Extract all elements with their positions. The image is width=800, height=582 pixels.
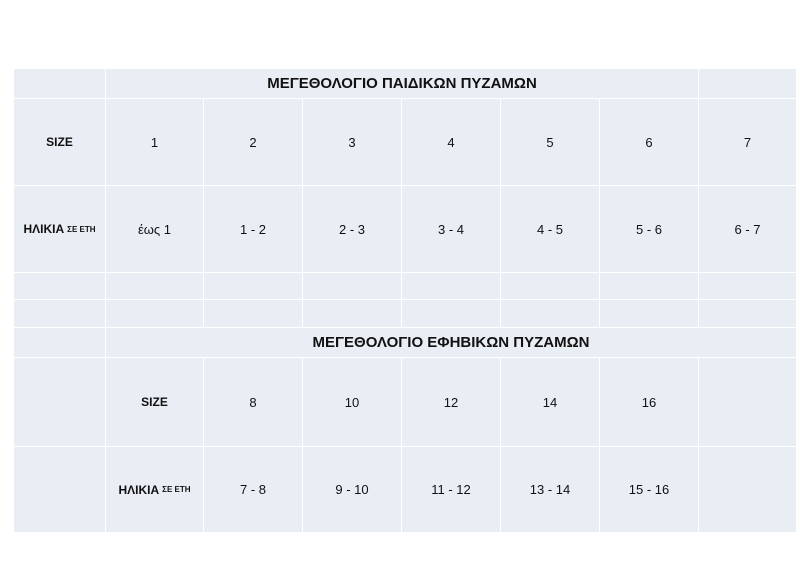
kids-age-label: ΗΛΙΚΙΑ ΣΕ ΕΤΗ (14, 186, 105, 272)
empty-cell (699, 447, 796, 532)
kids-size-cell: 3 (303, 99, 401, 185)
teens-size-cell: 16 (600, 358, 698, 446)
age-label-text: ΗΛΙΚΙΑ (118, 482, 160, 497)
kids-title: ΜΕΓΕΘΟΛΟΓΙΟ ΠΑΙΔΙΚΩΝ ΠΥΖΑΜΩΝ (106, 69, 698, 98)
kids-size-cell: 5 (501, 99, 599, 185)
empty-cell (402, 273, 500, 299)
kids-age-cell: 4 - 5 (501, 186, 599, 272)
empty-cell (303, 273, 401, 299)
kids-size-cell: 4 (402, 99, 500, 185)
teens-title: ΜΕΓΕΘΟΛΟΓΙΟ ΕΦΗΒΙΚΩΝ ΠΥΖΑΜΩΝ (106, 328, 796, 357)
empty-cell (699, 69, 796, 98)
teens-age-cell: 7 - 8 (204, 447, 302, 532)
empty-cell (699, 300, 796, 327)
teens-age-cell: 13 - 14 (501, 447, 599, 532)
kids-age-cell: 3 - 4 (402, 186, 500, 272)
kids-size-cell: 1 (106, 99, 203, 185)
teens-age-cell: 9 - 10 (303, 447, 401, 532)
age-unit-text: ΣΕ ΕΤΗ (67, 224, 96, 234)
empty-cell (402, 300, 500, 327)
empty-cell (204, 300, 302, 327)
teens-size-cell: 12 (402, 358, 500, 446)
teens-size-cell: 8 (204, 358, 302, 446)
kids-age-cell: 5 - 6 (600, 186, 698, 272)
kids-size-cell: 7 (699, 99, 796, 185)
empty-cell (14, 69, 105, 98)
empty-cell (106, 273, 203, 299)
kids-age-cell: 1 - 2 (204, 186, 302, 272)
age-unit-text: ΣΕ ΕΤΗ (162, 485, 191, 494)
empty-cell (14, 447, 105, 532)
size-chart-table: ΜΕΓΕΘΟΛΟΓΙΟ ΠΑΙΔΙΚΩΝ ΠΥΖΑΜΩΝ SIZE ΗΛΙΚΙΑ… (14, 69, 796, 532)
kids-age-cell: έως 1 (106, 186, 203, 272)
empty-cell (699, 358, 796, 446)
empty-cell (699, 273, 796, 299)
teens-age-cell: 11 - 12 (402, 447, 500, 532)
empty-cell (501, 300, 599, 327)
empty-cell (14, 273, 105, 299)
kids-size-cell: 2 (204, 99, 302, 185)
empty-cell (600, 300, 698, 327)
age-label-text: ΗΛΙΚΙΑ (23, 222, 65, 236)
empty-cell (600, 273, 698, 299)
empty-cell (14, 300, 105, 327)
teens-size-cell: 14 (501, 358, 599, 446)
teens-age-cell: 15 - 16 (600, 447, 698, 532)
teens-age-label: ΗΛΙΚΙΑ ΣΕ ΕΤΗ (106, 447, 203, 532)
teens-size-cell: 10 (303, 358, 401, 446)
teens-size-label: SIZE (106, 358, 203, 446)
empty-cell (303, 300, 401, 327)
empty-cell (106, 300, 203, 327)
empty-cell (14, 358, 105, 446)
kids-age-cell: 2 - 3 (303, 186, 401, 272)
empty-cell (501, 273, 599, 299)
kids-age-cell: 6 - 7 (699, 186, 796, 272)
kids-size-label: SIZE (14, 99, 105, 185)
empty-cell (204, 273, 302, 299)
empty-cell (14, 328, 105, 357)
kids-size-cell: 6 (600, 99, 698, 185)
